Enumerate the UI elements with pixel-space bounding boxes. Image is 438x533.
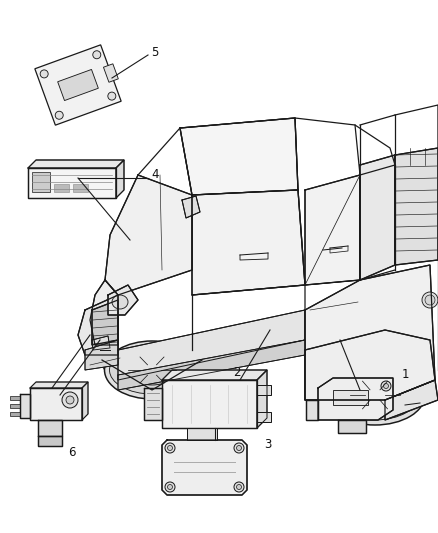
Polygon shape (28, 168, 116, 198)
Polygon shape (305, 175, 360, 285)
Text: 5: 5 (151, 45, 159, 59)
Circle shape (425, 295, 435, 305)
Circle shape (167, 484, 173, 489)
Text: 6: 6 (68, 447, 76, 459)
Polygon shape (306, 400, 318, 420)
Polygon shape (38, 420, 62, 436)
Circle shape (384, 384, 389, 389)
Polygon shape (338, 420, 366, 433)
FancyBboxPatch shape (35, 45, 121, 125)
Ellipse shape (143, 364, 161, 376)
Circle shape (237, 484, 241, 489)
Polygon shape (92, 300, 118, 345)
Ellipse shape (325, 365, 425, 425)
Polygon shape (305, 175, 360, 285)
Polygon shape (385, 380, 438, 420)
Circle shape (62, 392, 78, 408)
Polygon shape (162, 380, 257, 428)
Circle shape (237, 446, 241, 450)
Polygon shape (82, 382, 88, 420)
Bar (333, 390, 368, 405)
Circle shape (381, 381, 391, 391)
Polygon shape (30, 382, 88, 388)
Polygon shape (108, 285, 138, 315)
Circle shape (66, 396, 74, 404)
FancyBboxPatch shape (103, 64, 118, 82)
Bar (10, 404, 20, 408)
Ellipse shape (112, 295, 128, 309)
FancyBboxPatch shape (58, 69, 99, 101)
Ellipse shape (349, 379, 401, 411)
Ellipse shape (365, 389, 385, 401)
Circle shape (55, 111, 63, 119)
Polygon shape (144, 388, 162, 420)
Circle shape (167, 446, 173, 450)
Ellipse shape (105, 341, 199, 399)
Bar (10, 396, 20, 400)
Polygon shape (180, 118, 298, 195)
Bar (257, 412, 271, 422)
Ellipse shape (331, 370, 419, 420)
Bar (54, 184, 69, 192)
Polygon shape (187, 428, 217, 440)
Polygon shape (360, 155, 395, 280)
Polygon shape (318, 378, 393, 420)
Bar (257, 385, 271, 395)
Ellipse shape (110, 346, 194, 394)
Polygon shape (182, 196, 200, 218)
Polygon shape (30, 388, 82, 420)
Polygon shape (116, 160, 124, 198)
Circle shape (165, 443, 175, 453)
Polygon shape (305, 330, 435, 400)
Polygon shape (162, 440, 247, 495)
Text: 1: 1 (401, 368, 409, 382)
Polygon shape (162, 370, 267, 380)
Text: 2: 2 (233, 367, 241, 379)
Polygon shape (395, 148, 438, 265)
Circle shape (93, 51, 101, 59)
Polygon shape (85, 340, 118, 370)
Polygon shape (305, 265, 435, 400)
Circle shape (108, 92, 116, 100)
Text: 3: 3 (264, 439, 272, 451)
Polygon shape (90, 280, 118, 345)
Circle shape (40, 70, 48, 78)
Circle shape (234, 482, 244, 492)
Polygon shape (92, 336, 110, 350)
Polygon shape (78, 295, 118, 355)
Bar (10, 412, 20, 416)
Circle shape (234, 443, 244, 453)
Polygon shape (257, 370, 267, 428)
Bar (73, 184, 88, 192)
Polygon shape (28, 160, 124, 168)
Polygon shape (38, 436, 62, 446)
Polygon shape (105, 175, 192, 295)
Polygon shape (20, 394, 30, 418)
Bar (32, 172, 50, 192)
Text: 4: 4 (151, 168, 159, 182)
Polygon shape (118, 340, 305, 390)
Circle shape (165, 482, 175, 492)
Ellipse shape (127, 355, 177, 385)
Circle shape (422, 292, 438, 308)
Polygon shape (118, 310, 305, 380)
Polygon shape (192, 190, 305, 295)
